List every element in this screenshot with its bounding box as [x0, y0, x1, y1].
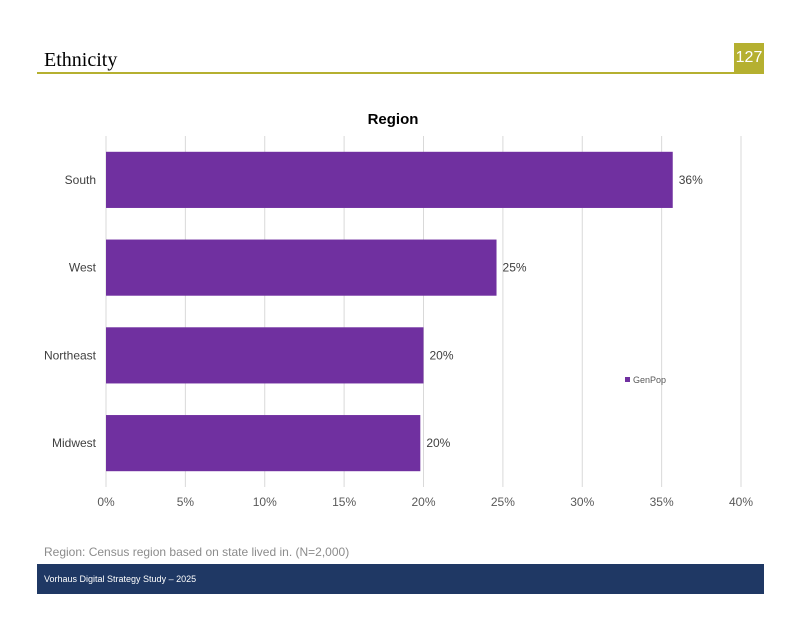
- x-tick-label: 20%: [411, 495, 435, 509]
- footnote: Region: Census region based on state liv…: [44, 545, 350, 559]
- x-tick-label: 5%: [177, 495, 195, 509]
- chart-title: Region: [368, 111, 419, 128]
- legend-label: GenPop: [633, 375, 666, 385]
- category-label: Northeast: [44, 348, 97, 362]
- bars: [106, 151, 673, 472]
- x-tick-label: 25%: [491, 495, 515, 509]
- category-label: West: [69, 261, 97, 275]
- region-bar-chart: Region 0% 5% 10% 15% 20% 25% 30% 35% 40% South 36%…: [44, 111, 753, 509]
- data-label: 20%: [430, 348, 454, 362]
- data-label: 36%: [679, 173, 703, 187]
- x-tick-label: 35%: [650, 495, 674, 509]
- footer-text: Vorhaus Digital Strategy Study – 2025: [44, 574, 197, 584]
- slide-title: Ethnicity: [44, 49, 118, 71]
- x-tick-label: 10%: [253, 495, 277, 509]
- bar: [106, 239, 497, 296]
- title-divider: [37, 72, 764, 74]
- axis-labels: 0% 5% 10% 15% 20% 25% 30% 35% 40% South 36% West 25%…: [44, 173, 753, 509]
- x-tick-label: 40%: [729, 495, 753, 509]
- legend-swatch: [625, 377, 630, 382]
- bar: [106, 151, 673, 208]
- legend: GenPop: [625, 375, 666, 385]
- category-label: South: [65, 173, 96, 187]
- x-tick-label: 0%: [97, 495, 115, 509]
- data-label: 20%: [426, 436, 450, 450]
- bar: [106, 327, 424, 384]
- footer-bar: Vorhaus Digital Strategy Study – 2025: [37, 564, 764, 594]
- bar: [106, 415, 421, 472]
- x-tick-label: 30%: [570, 495, 594, 509]
- category-label: Midwest: [52, 436, 97, 450]
- page-number-badge: 127: [734, 43, 764, 73]
- x-tick-label: 15%: [332, 495, 356, 509]
- data-label: 25%: [503, 261, 527, 275]
